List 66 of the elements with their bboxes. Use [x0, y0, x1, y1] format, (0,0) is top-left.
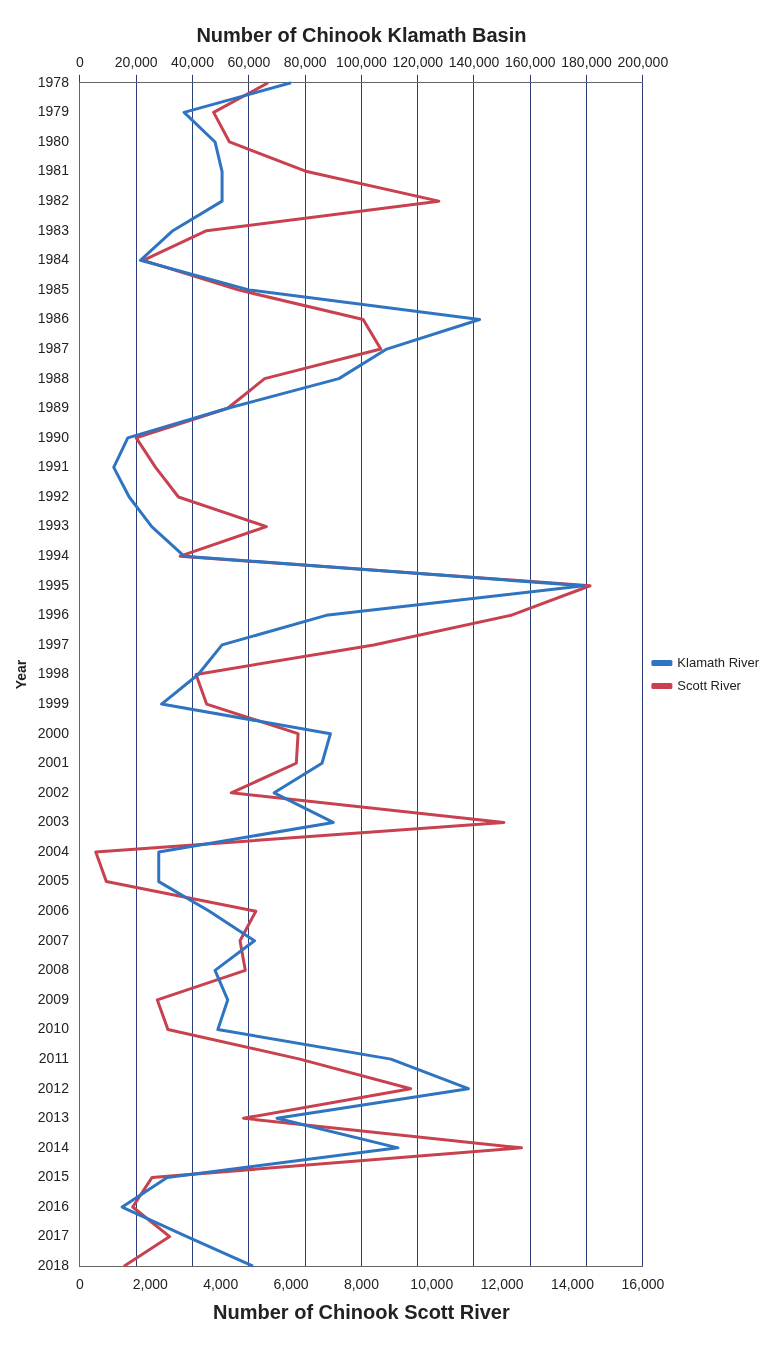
legend-label: Scott River	[677, 677, 742, 693]
y-tick-label: 2016	[37, 1197, 70, 1214]
y-tick-label: 2004	[37, 842, 70, 859]
y-tick-label: 2007	[37, 931, 70, 948]
x-tick-label: 200,000	[617, 54, 669, 71]
x-tick-label: 60,000	[227, 54, 271, 71]
y-tick-label: 2010	[37, 1020, 70, 1037]
y-tick-label: 2002	[37, 783, 70, 800]
y-tick-label: 2008	[37, 961, 70, 978]
x-tick-label: 0	[76, 54, 85, 71]
x-tick-label: 120,000	[392, 54, 444, 71]
y-tick-label: 1981	[37, 162, 70, 179]
x-tick-label: 40,000	[171, 54, 215, 71]
y-axis-title: Year	[13, 659, 30, 690]
x2-tick-label: 12,000	[480, 1276, 524, 1293]
x2-axis-title: Number of Chinook Scott River	[213, 1300, 510, 1323]
y-tick-label: 2005	[37, 872, 70, 889]
y-tick-label: 1992	[37, 487, 70, 504]
y-tick-label: 2017	[37, 1227, 70, 1244]
y-tick-label: 1993	[37, 517, 70, 534]
y-tick-label: 2015	[37, 1168, 70, 1185]
y-tick-label: 2000	[37, 724, 70, 741]
y-tick-label: 1994	[37, 547, 70, 564]
y-tick-label: 2014	[37, 1138, 70, 1155]
y-tick-label: 1998	[37, 665, 70, 682]
y-tick-label: 2011	[38, 1049, 70, 1066]
y-tick-label: 1983	[37, 221, 70, 238]
x2-tick-label: 10,000	[410, 1276, 454, 1293]
x2-tick-label: 16,000	[621, 1276, 665, 1293]
x-axis-title: Number of Chinook Klamath Basin	[196, 23, 527, 46]
y-tick-label: 2009	[37, 990, 70, 1007]
y-tick-label: 2001	[37, 754, 70, 771]
x2-tick-label: 0	[76, 1276, 85, 1293]
y-tick-label: 1980	[37, 132, 70, 149]
y-tick-label: 1978	[37, 73, 70, 90]
y-tick-label: 2013	[37, 1109, 70, 1126]
y-tick-label: 1985	[37, 280, 70, 297]
y-tick-label: 1997	[37, 635, 70, 652]
x2-tick-label: 4,000	[203, 1276, 239, 1293]
x-tick-label: 160,000	[504, 54, 556, 71]
y-tick-label: 1990	[37, 428, 70, 445]
y-tick-label: 1979	[37, 103, 70, 120]
y-tick-label: 2018	[37, 1257, 70, 1274]
y-tick-label: 1986	[37, 310, 70, 327]
y-tick-label: 1999	[37, 694, 70, 711]
x-tick-label: 180,000	[561, 54, 613, 71]
y-tick-label: 1987	[37, 339, 70, 356]
legend-label: Klamath River	[677, 654, 760, 670]
x-tick-label: 140,000	[448, 54, 500, 71]
x-tick-label: 80,000	[283, 54, 327, 71]
x2-tick-label: 6,000	[273, 1276, 309, 1293]
x2-tick-label: 14,000	[551, 1276, 595, 1293]
x-tick-label: 20,000	[114, 54, 158, 71]
y-tick-label: 1988	[37, 369, 70, 386]
x2-tick-label: 2,000	[132, 1276, 169, 1293]
y-tick-label: 2003	[37, 813, 70, 830]
y-tick-label: 2012	[37, 1079, 70, 1096]
x2-tick-label: 8,000	[343, 1276, 380, 1293]
y-tick-label: 1991	[37, 458, 70, 475]
y-tick-label: 1995	[37, 576, 70, 593]
y-tick-label: 1996	[37, 606, 70, 623]
y-tick-label: 1989	[37, 399, 70, 416]
y-tick-label: 2006	[37, 902, 70, 919]
y-tick-label: 1984	[37, 251, 70, 268]
y-tick-label: 1982	[37, 192, 70, 208]
x-tick-label: 100,000	[336, 54, 387, 71]
